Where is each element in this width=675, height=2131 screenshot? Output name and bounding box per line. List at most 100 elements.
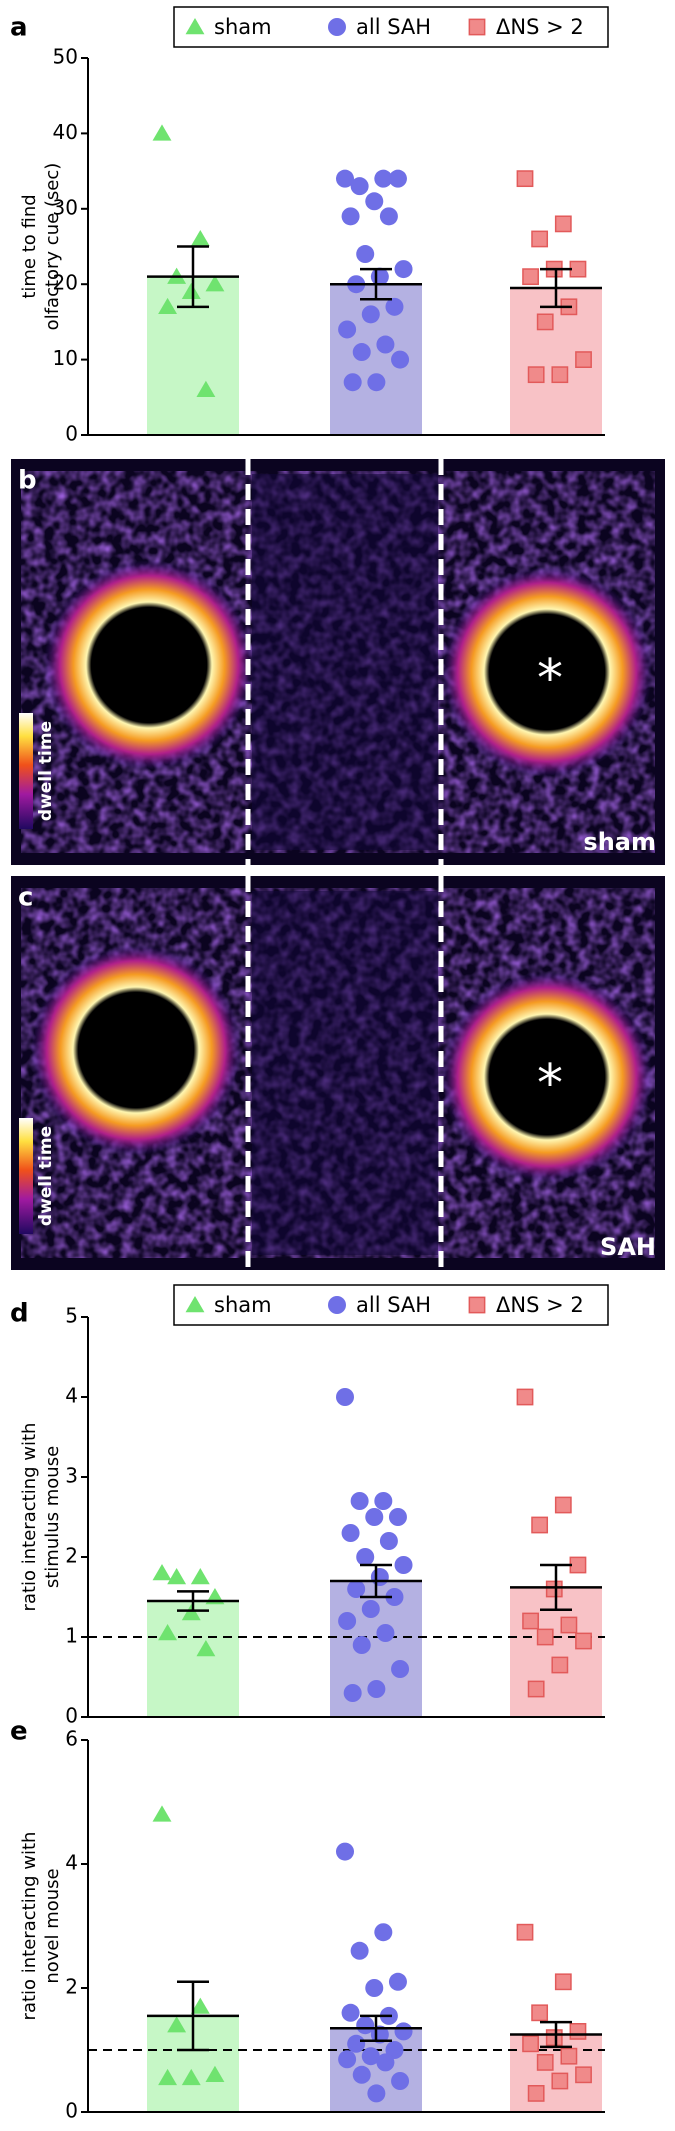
y-axis-label: olfactory cue (sec) bbox=[42, 163, 63, 331]
data-point bbox=[516, 1388, 534, 1406]
data-point bbox=[365, 1979, 384, 1997]
cup-hole bbox=[91, 613, 207, 717]
data-point bbox=[374, 1923, 393, 1942]
legend-marker bbox=[185, 18, 205, 35]
data-point bbox=[394, 1556, 413, 1574]
legend-marker bbox=[468, 18, 486, 36]
data-point bbox=[374, 169, 393, 188]
cue-marker: * bbox=[537, 649, 563, 709]
data-point bbox=[152, 1564, 172, 1581]
data-point bbox=[388, 1508, 407, 1526]
data-point bbox=[376, 335, 395, 354]
data-point bbox=[545, 2029, 563, 2046]
colorbar bbox=[19, 713, 33, 829]
data-point bbox=[575, 2066, 592, 2084]
error-bar bbox=[540, 267, 572, 309]
error-bar bbox=[177, 245, 209, 309]
data-point bbox=[554, 215, 572, 233]
data-point bbox=[352, 2065, 371, 2084]
y-tick-label: 3 bbox=[65, 1464, 78, 1488]
data-point bbox=[341, 2003, 360, 2022]
y-tick-label: 10 bbox=[53, 346, 78, 370]
data-point bbox=[347, 2034, 366, 2053]
legend-box bbox=[173, 1284, 609, 1326]
data-point bbox=[367, 373, 386, 392]
data-point bbox=[379, 1532, 398, 1550]
panel-letter: a bbox=[10, 13, 28, 43]
data-point bbox=[341, 207, 360, 226]
data-point bbox=[536, 2054, 554, 2071]
data-point bbox=[367, 2084, 386, 2103]
data-point bbox=[569, 2023, 587, 2040]
y-tick-label: 2 bbox=[65, 1975, 78, 1999]
data-point bbox=[350, 177, 369, 196]
data-point bbox=[158, 2068, 178, 2086]
legend-marker bbox=[328, 1296, 346, 1314]
legend-label: ΔNS > 2 bbox=[496, 1293, 584, 1317]
data-point bbox=[575, 1632, 592, 1650]
y-axis-label: time to find bbox=[19, 194, 40, 298]
y-axis-label: ratio interacting with bbox=[19, 1832, 40, 2021]
y-axis-label: ratio interacting with bbox=[19, 1423, 40, 1612]
data-point bbox=[536, 1628, 554, 1646]
data-point bbox=[356, 2016, 375, 2035]
data-point bbox=[527, 1680, 545, 1698]
legend-marker bbox=[468, 1296, 486, 1314]
legend-label: sham bbox=[214, 1293, 272, 1317]
bar bbox=[147, 1601, 239, 1717]
data-point bbox=[205, 275, 225, 292]
data-point bbox=[196, 380, 216, 397]
legend-label: all SAH bbox=[356, 1293, 431, 1317]
data-point bbox=[522, 2035, 539, 2053]
data-point bbox=[379, 207, 398, 226]
data-point bbox=[356, 245, 375, 264]
group-label: sham bbox=[583, 828, 656, 856]
data-point bbox=[343, 373, 362, 392]
data-point bbox=[554, 1496, 572, 1514]
colorbar-label: dwell time bbox=[36, 721, 56, 821]
data-point bbox=[575, 351, 592, 369]
data-point bbox=[338, 320, 357, 339]
legend-label: ΔNS > 2 bbox=[496, 15, 584, 39]
data-point bbox=[536, 313, 554, 331]
panel-letter: d bbox=[10, 1299, 29, 1329]
data-point bbox=[365, 192, 384, 211]
data-point bbox=[376, 2053, 395, 2072]
data-point bbox=[341, 1524, 360, 1542]
legend-marker bbox=[328, 18, 346, 36]
cup-hole bbox=[78, 998, 194, 1102]
legend-marker bbox=[185, 1296, 205, 1313]
colorbar bbox=[19, 1118, 33, 1234]
y-tick-label: 30 bbox=[53, 195, 78, 219]
data-point bbox=[391, 350, 410, 369]
data-point bbox=[181, 1604, 201, 1621]
data-point bbox=[158, 297, 178, 315]
data-point bbox=[181, 2068, 201, 2086]
error-bar bbox=[360, 1563, 392, 1599]
y-tick-label: 40 bbox=[53, 120, 78, 144]
y-tick-label: 4 bbox=[65, 1384, 78, 1408]
cue-marker: * bbox=[537, 1054, 563, 1114]
data-point bbox=[551, 2072, 569, 2090]
data-point bbox=[391, 1660, 410, 1678]
data-point bbox=[167, 2016, 187, 2033]
data-point bbox=[347, 1580, 366, 1598]
data-point bbox=[385, 2041, 404, 2059]
data-point bbox=[367, 1680, 386, 1698]
y-tick-label: 0 bbox=[65, 2099, 78, 2123]
data-point bbox=[343, 1684, 362, 1702]
data-point bbox=[527, 366, 545, 384]
center-chamber bbox=[252, 474, 438, 850]
data-point bbox=[158, 1624, 178, 1641]
data-point bbox=[554, 1973, 572, 1991]
data-point bbox=[516, 1923, 534, 1941]
data-point bbox=[394, 260, 413, 279]
y-tick-label: 0 bbox=[65, 1704, 78, 1728]
data-point bbox=[152, 1805, 172, 1822]
data-point bbox=[167, 1568, 187, 1585]
data-point bbox=[374, 1492, 393, 1510]
data-point bbox=[569, 1556, 587, 1574]
y-tick-label: 20 bbox=[53, 271, 78, 295]
data-point bbox=[376, 1624, 395, 1642]
